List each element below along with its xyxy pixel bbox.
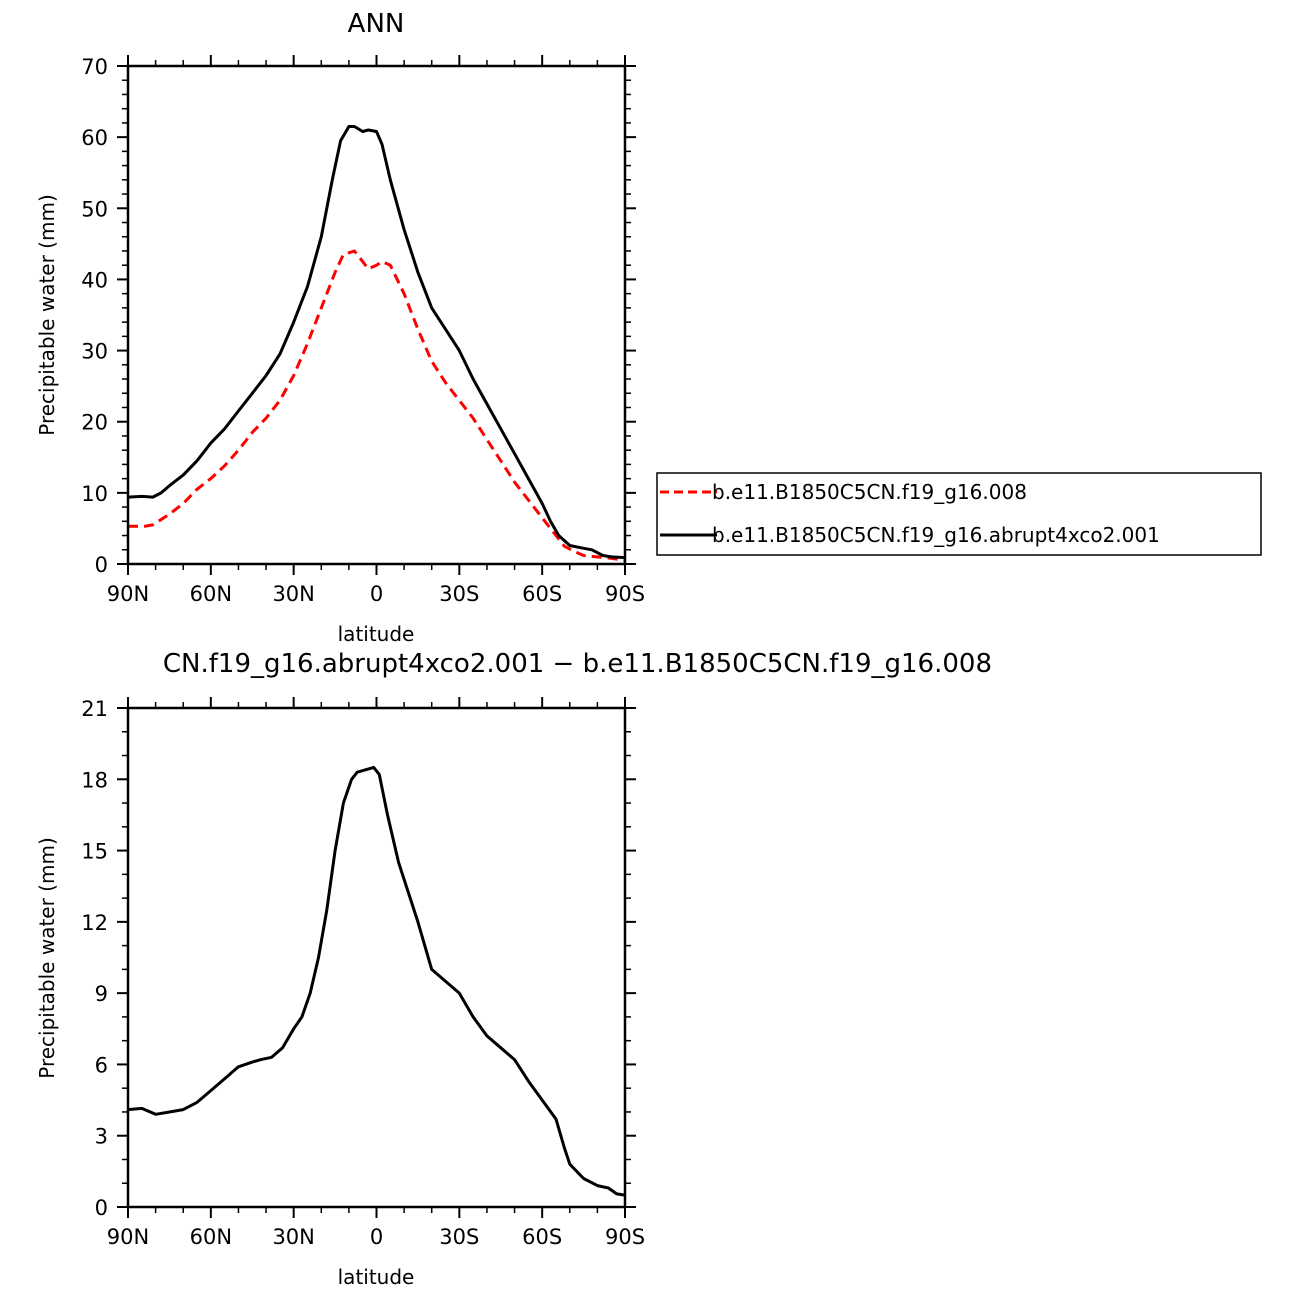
y-tick-label: 12 xyxy=(81,911,108,935)
y-tick-label: 6 xyxy=(95,1053,108,1077)
y-tick-label: 15 xyxy=(81,840,108,864)
x-tick-label: 90S xyxy=(605,582,645,606)
chart-title: ANN xyxy=(348,9,405,39)
difference-title: CN.f19_g16.abrupt4xco2.001 − b.e11.B1850… xyxy=(163,649,992,679)
bottom-panel: CN.f19_g16.abrupt4xco2.001 − b.e11.B1850… xyxy=(35,649,992,1289)
y-tick-label: 30 xyxy=(81,340,108,364)
y-tick-label: 70 xyxy=(81,55,108,79)
x-tick-label: 90S xyxy=(605,1225,645,1249)
plot-frame xyxy=(126,706,627,1209)
legend-label-control: b.e11.B1850C5CN.f19_g16.008 xyxy=(712,480,1027,504)
x-tick-label: 60S xyxy=(522,1225,562,1249)
y-tick-label: 3 xyxy=(95,1125,108,1149)
x-tick-label: 30N xyxy=(272,582,314,606)
x-tick-label: 60N xyxy=(190,1225,232,1249)
series-line-1 xyxy=(127,125,626,560)
y-axis-label: Precipitable water (mm) xyxy=(35,194,59,436)
y-tick-label: 21 xyxy=(81,697,108,721)
legend: b.e11.B1850C5CN.f19_g16.008 b.e11.B1850C… xyxy=(656,472,1262,556)
y-tick-label: 40 xyxy=(81,268,108,292)
legend-box xyxy=(656,472,1262,556)
y-tick-label: 9 xyxy=(95,982,108,1006)
x-tick-label: 60N xyxy=(190,582,232,606)
x-axis-label: latitude xyxy=(338,1265,415,1289)
series-line-0 xyxy=(128,249,626,562)
legend-label-4xco2: b.e11.B1850C5CN.f19_g16.abrupt4xco2.001 xyxy=(712,523,1160,547)
y-tick-label: 0 xyxy=(95,553,108,577)
y-tick-label: 10 xyxy=(81,482,108,506)
x-tick-label: 60S xyxy=(522,582,562,606)
series-line-0 xyxy=(127,765,626,1197)
x-tick-label: 30S xyxy=(439,582,479,606)
plot-frame xyxy=(126,64,627,566)
y-tick-label: 20 xyxy=(81,411,108,435)
top-panel: ANN 90N 60N 30N 0 30S 60S 90S 0 10 20 30 40 50 60 70 l… xyxy=(35,9,1262,646)
x-axis-label: latitude xyxy=(338,622,415,646)
x-tick-label: 0 xyxy=(370,582,383,606)
y-tick-label: 18 xyxy=(81,768,108,792)
x-tick-label: 90N xyxy=(107,1225,149,1249)
x-tick-label: 30S xyxy=(439,1225,479,1249)
x-tick-label: 0 xyxy=(370,1225,383,1249)
x-tick-label: 90N xyxy=(107,582,149,606)
y-tick-label: 50 xyxy=(81,197,108,221)
y-tick-label: 60 xyxy=(81,126,108,150)
y-axis-label: Precipitable water (mm) xyxy=(35,837,59,1079)
x-tick-label: 30N xyxy=(272,1225,314,1249)
y-tick-label: 0 xyxy=(95,1196,108,1220)
